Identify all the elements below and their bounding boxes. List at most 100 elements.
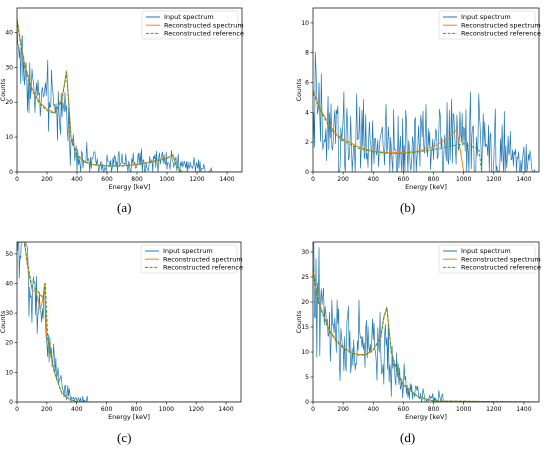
legend-label-b-1: Input spectrum [461,13,511,21]
x-tick-label-c: 1000 [159,406,174,413]
x-tick-label-b: 600 [398,176,410,183]
plot-frame-a [16,7,243,173]
x-tick-label-a: 200 [41,176,53,183]
x-tick-label-a: 400 [71,176,83,183]
x-tick-label-d: 600 [398,406,410,413]
y-tick-label-d: 15 [301,324,309,331]
x-tick-label-c: 1200 [189,406,204,413]
panel-a-caption: (a) [117,200,132,215]
x-tick-label-c: 0 [15,406,19,413]
panel-b-caption: (b) [400,200,416,215]
series-line-a-1 [17,24,242,172]
x-tick-label-b: 1400 [516,176,531,183]
x-tick-label-a: 1200 [189,176,204,183]
y-tick-label-d: 30 [301,249,309,256]
legend-label-b-2: Reconstructed spectrum [461,21,541,29]
legend-label-b-3: Reconstructed reference [461,30,541,38]
y-axis-label-a: Counts [0,78,7,101]
y-tick-label-a: 40 [5,29,13,36]
legend-label-c-1: Input spectrum [163,247,213,255]
y-tick-label-b: 8 [305,50,309,57]
series-line-c-3 [17,242,241,402]
chart-c: 0 200 400 600 800 1000 1200 1400 0 10 20 30 40 50 Ener… [0,241,243,421]
x-tick-label-a: 1400 [219,176,234,183]
legend-label-d-3: Reconstructed reference [461,264,541,272]
plot-frame-c [16,241,242,403]
series-line-b-2 [313,89,539,172]
x-tick-label-d: 800 [428,406,440,413]
y-tick-label-b: 4 [305,109,309,116]
x-tick-label-b: 1200 [486,176,501,183]
y-tick-label-a: 0 [9,169,13,176]
x-tick-label-a: 600 [101,176,113,183]
chart-b: 0 200 400 600 800 1000 1200 1400 0 2 4 6 8 10 Energy [… [295,7,541,191]
x-tick-label-d: 1200 [486,406,501,413]
x-axis-label-b: Energy [keV] [405,183,447,191]
y-tick-label-b: 6 [305,80,309,87]
y-axis-label-c: Counts [0,310,7,333]
y-tick-label-d: 5 [305,374,309,381]
series-line-b-1 [313,51,539,172]
x-tick-label-c: 800 [131,406,143,413]
x-tick-label-c: 400 [71,406,83,413]
legend-label-a-2: Reconstructed spectrum [164,21,244,29]
y-tick-label-c: 50 [5,251,13,258]
y-axis-label-b: Counts [295,78,303,101]
y-tick-label-a: 20 [5,99,13,106]
chart-a: 0 200 400 600 800 1000 1200 1400 0 10 20 30 40 Energy… [0,7,244,191]
y-tick-label-d: 0 [305,399,309,406]
plot-frame-d [312,241,540,403]
y-tick-label-d: 25 [301,274,309,281]
legend-label-c-2: Reconstructed spectrum [163,255,243,263]
chart-d: 0 200 400 600 800 1000 1200 1400 0 5 10 15 20 25 30 Ene… [295,241,541,421]
x-tick-label-c: 600 [101,406,113,413]
y-tick-label-c: 0 [9,399,13,406]
series-line-d-3 [313,269,539,402]
x-tick-label-c: 200 [41,406,53,413]
legend-label-d-1: Input spectrum [461,247,511,255]
series-line-b-3 [313,92,539,172]
x-tick-label-b: 0 [311,176,315,183]
x-tick-label-b: 1000 [456,176,471,183]
x-tick-label-c: 1400 [218,406,233,413]
x-tick-label-b: 800 [428,176,440,183]
legend-label-a-1: Input spectrum [164,13,214,21]
x-axis-label-a: Energy [keV] [109,183,151,191]
x-axis-label-d: Energy [keV] [405,413,447,421]
x-tick-label-b: 200 [337,176,349,183]
y-tick-label-d: 20 [301,299,309,306]
x-tick-label-d: 200 [337,406,349,413]
x-tick-label-d: 1400 [516,406,531,413]
legend-label-d-2: Reconstructed spectrum [461,255,541,263]
series-line-c-1 [17,242,241,402]
legend-label-c-3: Reconstructed reference [163,264,243,272]
series-line-d-1 [313,242,539,402]
x-tick-label-b: 400 [368,176,380,183]
y-tick-label-c: 20 [5,340,13,347]
y-tick-label-c: 30 [5,310,13,317]
legend-label-a-3: Reconstructed reference [164,30,244,38]
panel-c-caption: (c) [117,430,132,445]
x-axis-label-c: Energy [keV] [108,413,150,421]
y-tick-label-b: 0 [305,169,309,176]
x-tick-label-a: 800 [131,176,143,183]
series-line-a-3 [17,20,242,172]
y-tick-label-c: 10 [5,369,13,376]
y-tick-label-d: 10 [301,349,309,356]
x-tick-label-d: 0 [311,406,315,413]
x-tick-label-a: 1000 [159,176,174,183]
x-tick-label-d: 1000 [456,406,471,413]
plot-frame-b [312,7,540,173]
y-tick-label-b: 2 [305,139,309,146]
x-tick-label-a: 0 [15,176,19,183]
y-tick-label-b: 10 [301,20,309,27]
y-tick-label-a: 10 [5,134,13,141]
y-tick-label-a: 30 [5,64,13,71]
x-tick-label-d: 400 [368,406,380,413]
y-axis-label-d: Counts [295,310,303,333]
